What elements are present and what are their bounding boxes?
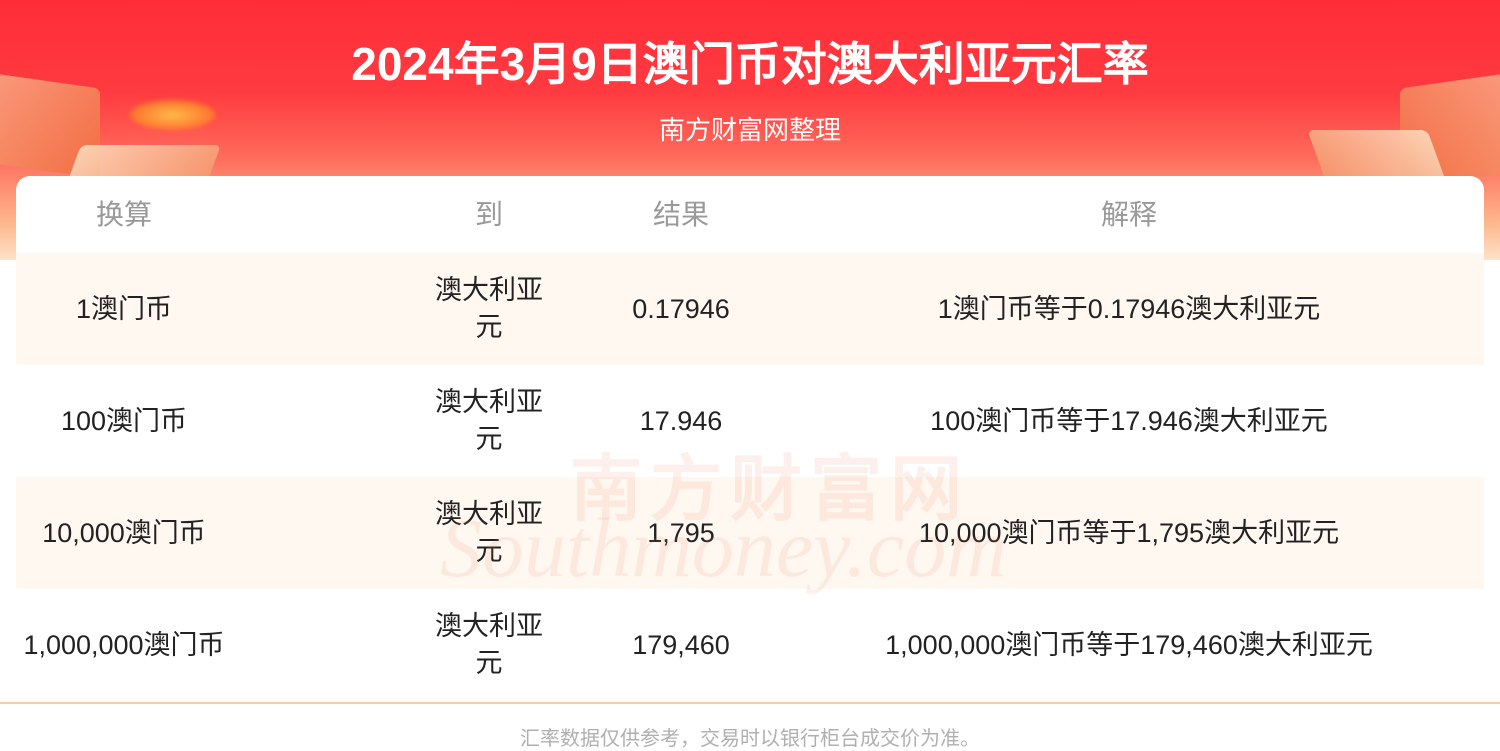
table-row: 10,000澳门币 澳大利亚元 1,795 10,000澳门币等于1,795澳大… <box>16 477 1484 589</box>
divider <box>0 702 1500 704</box>
page-title: 2024年3月9日澳门币对澳大利亚元汇率 <box>351 38 1149 90</box>
cell-explain: 1澳门币等于0.17946澳大利亚元 <box>937 293 1321 324</box>
table-row: 1,000,000澳门币 澳大利亚元 179,460 1,000,000澳门币等… <box>16 589 1484 701</box>
cell-result: 17.946 <box>639 405 723 436</box>
cell-explain: 10,000澳门币等于1,795澳大利亚元 <box>918 517 1340 548</box>
cell-from: 100澳门币 <box>60 405 188 436</box>
cell-explain: 1,000,000澳门币等于179,460澳大利亚元 <box>885 629 1373 660</box>
cell-to: 澳大利亚元 <box>435 611 543 678</box>
cell-to: 澳大利亚元 <box>435 387 543 454</box>
cell-explain: 100澳门币等于17.946澳大利亚元 <box>930 405 1328 436</box>
column-header-result: 结果 <box>652 199 709 230</box>
column-header-to: 到 <box>474 199 503 230</box>
table-row: 1澳门币 澳大利亚元 0.17946 1澳门币等于0.17946澳大利亚元 <box>16 253 1484 365</box>
column-header-explain: 解释 <box>1100 199 1157 230</box>
cell-to: 澳大利亚元 <box>435 275 543 342</box>
page-subtitle: 南方财富网整理 <box>658 115 841 145</box>
cell-from: 10,000澳门币 <box>42 517 206 548</box>
table-row: 100澳门币 澳大利亚元 17.946 100澳门币等于17.946澳大利亚元 <box>16 365 1484 477</box>
exchange-table: 换算 到 结果 解释 1澳门币 澳大利亚元 0.17946 1澳门币等于0.17… <box>16 176 1484 702</box>
disclaimer: 汇率数据仅供参考，交易时以银行柜台成交价为准。 <box>520 728 980 750</box>
cell-result: 0.17946 <box>632 293 730 324</box>
cell-result: 179,460 <box>632 629 730 660</box>
cell-from: 1澳门币 <box>75 293 173 324</box>
cell-result: 1,795 <box>647 517 715 548</box>
column-header-convert: 换算 <box>95 199 152 230</box>
decoration <box>130 100 215 130</box>
cell-to: 澳大利亚元 <box>435 499 543 566</box>
table-header: 换算 到 结果 解释 <box>16 176 1484 253</box>
cell-from: 1,000,000澳门币 <box>23 629 225 660</box>
